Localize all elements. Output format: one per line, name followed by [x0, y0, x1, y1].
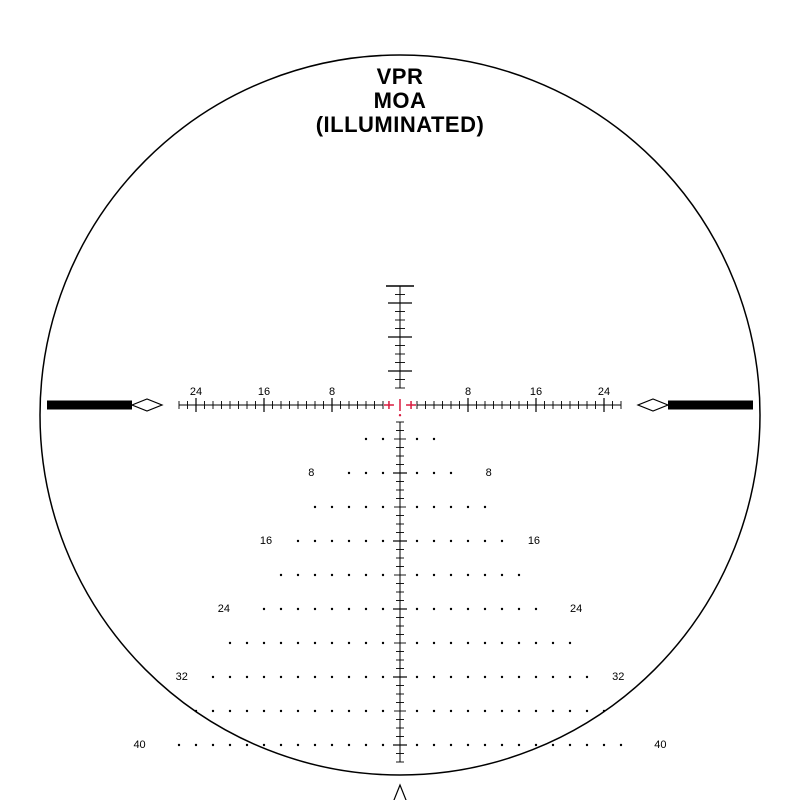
drop-label-l-16: 16: [260, 535, 272, 547]
h-label--8: 8: [329, 386, 335, 398]
title-line-0: VPR: [377, 64, 424, 89]
h-label-16: 16: [530, 386, 542, 398]
h-label-8: 8: [465, 386, 471, 398]
drop-label-r-40: 40: [654, 739, 666, 751]
drop-label-l-24: 24: [218, 603, 230, 615]
h-label--16: 16: [258, 386, 270, 398]
drop-label-r-24: 24: [570, 603, 582, 615]
post-right: [668, 401, 753, 410]
drop-label-r-32: 32: [612, 671, 624, 683]
h-label--24: 24: [190, 386, 202, 398]
title-line-2: (ILLUMINATED): [316, 112, 485, 137]
post-left: [47, 401, 132, 410]
reticle-diagram: VPRMOA(ILLUMINATED) 24 16 8 8 16 24 8 8 16 16 24 24 3…: [0, 0, 800, 800]
title-line-1: MOA: [374, 88, 427, 113]
h-label-24: 24: [598, 386, 610, 398]
drop-label-r-16: 16: [528, 535, 540, 547]
drop-label-l-8: 8: [308, 467, 314, 479]
drop-label-r-8: 8: [486, 467, 492, 479]
drop-label-l-32: 32: [176, 671, 188, 683]
drop-label-l-40: 40: [133, 739, 145, 751]
